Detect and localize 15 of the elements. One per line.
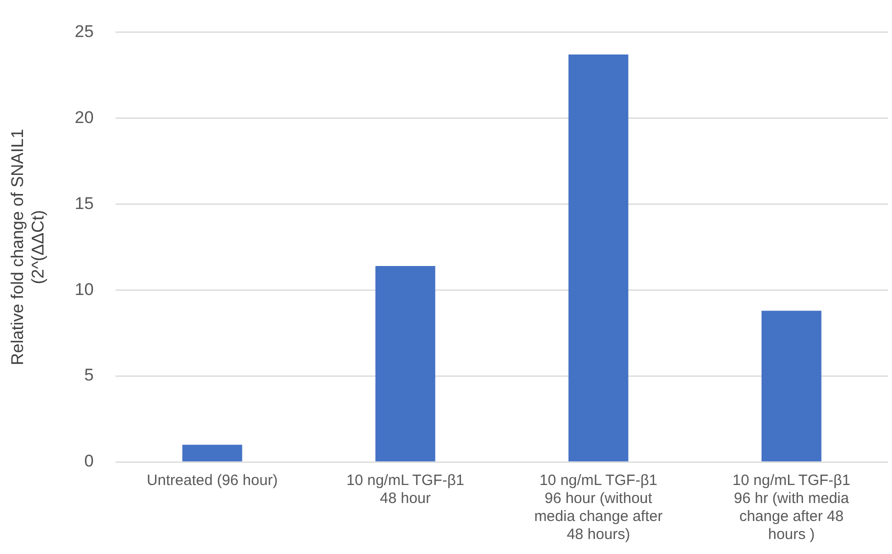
x-tick-label: 10 ng/mL TGF-β1 48 hour bbox=[346, 472, 464, 508]
y-tick-label: 25 bbox=[74, 22, 94, 41]
y-tick-label: 15 bbox=[74, 194, 94, 213]
x-tick-label: Untreated (96 hour) bbox=[146, 472, 278, 490]
bar bbox=[568, 54, 628, 462]
bar bbox=[762, 310, 822, 462]
x-tick-label: 10 ng/mL TGF-β1 96 hr (with media change after 48 hours ) bbox=[732, 472, 850, 544]
y-axis-title: Relative fold change of SNAIL1 (2^(ΔΔCt) bbox=[8, 128, 48, 366]
y-tick-label: 20 bbox=[74, 108, 94, 127]
y-tick-label: 10 bbox=[74, 280, 94, 299]
bar bbox=[182, 444, 242, 462]
x-tick-label: 10 ng/mL TGF-β1 96 hour (without media change after 48 hours) bbox=[534, 472, 663, 544]
y-tick-label: 5 bbox=[84, 366, 94, 385]
y-tick-label: 0 bbox=[84, 452, 94, 471]
bar bbox=[375, 266, 436, 462]
